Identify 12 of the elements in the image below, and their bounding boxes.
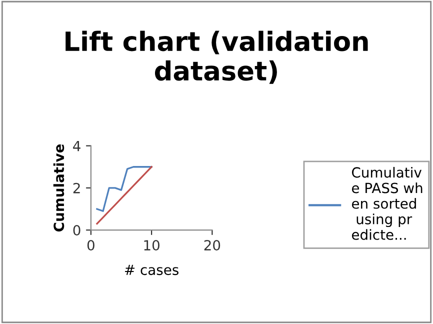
x-tick-label: 20 [204,240,220,251]
x-axis-title: # cases [125,264,178,276]
line-series [96,166,152,212]
x-tick-label: 10 [144,240,160,251]
y-tick-label: 4 [73,140,80,152]
legend-label: Cumulative PASS when sorted using predicte... [352,166,422,240]
y-tick-label: 0 [73,225,80,236]
x-tick-label: 0 [87,240,94,251]
chart-title: Lift chart (validation dataset) [66,30,368,84]
y-axis-title: Cumulative [53,144,64,232]
y-tick-label: 2 [73,182,80,194]
line-series [96,166,152,225]
